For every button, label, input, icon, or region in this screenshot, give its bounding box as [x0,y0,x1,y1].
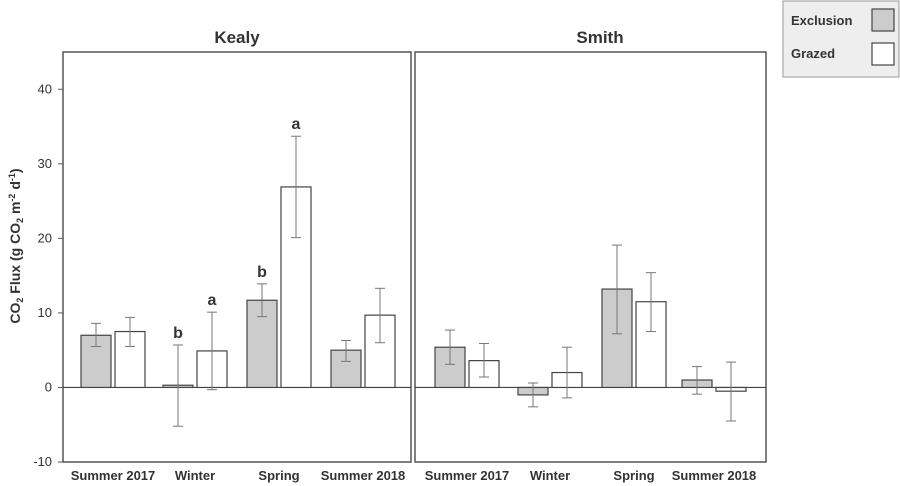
y-tick-label: 30 [38,156,52,171]
significance-label: b [173,325,183,342]
panel-kealy-bars: b a b a [63,116,411,427]
y-tick-label: -10 [33,454,52,469]
significance-label: b [257,264,267,281]
x-tick-label: Summer 2017 [425,468,510,483]
x-tick-label: Summer 2018 [672,468,757,483]
legend-label-exclusion: Exclusion [791,13,852,28]
panel-frame-smith [414,51,767,463]
category-labels: Summer 2017 Winter Spring Summer 2018 Summer… [71,468,757,483]
legend-swatch-grazed [871,42,895,66]
y-axis-label: CO2 Flux (g CO2 m-2 d-1) [7,168,25,323]
legend-swatch-exclusion [871,8,895,32]
legend-label-grazed: Grazed [791,46,835,61]
x-tick-label: Spring [258,468,299,483]
x-tick-label: Winter [175,468,215,483]
panel-title-kealy: Kealy [214,28,260,47]
y-tick-label: 40 [38,81,52,96]
y-tick-label: 10 [38,305,52,320]
y-axis: -10 0 10 20 30 40 [33,81,63,469]
panel-smith-bars [415,244,766,422]
y-tick-label: 0 [45,379,52,394]
x-tick-label: Summer 2017 [71,468,156,483]
significance-label: a [292,116,301,133]
legend: Exclusion Grazed [782,0,900,78]
x-tick-label: Spring [613,468,654,483]
panel-frame-kealy [62,51,412,463]
significance-label: a [208,292,217,309]
x-tick-label: Summer 2018 [321,468,406,483]
panel-title-smith: Smith [576,28,623,47]
y-tick-label: 20 [38,230,52,245]
x-tick-label: Winter [530,468,570,483]
